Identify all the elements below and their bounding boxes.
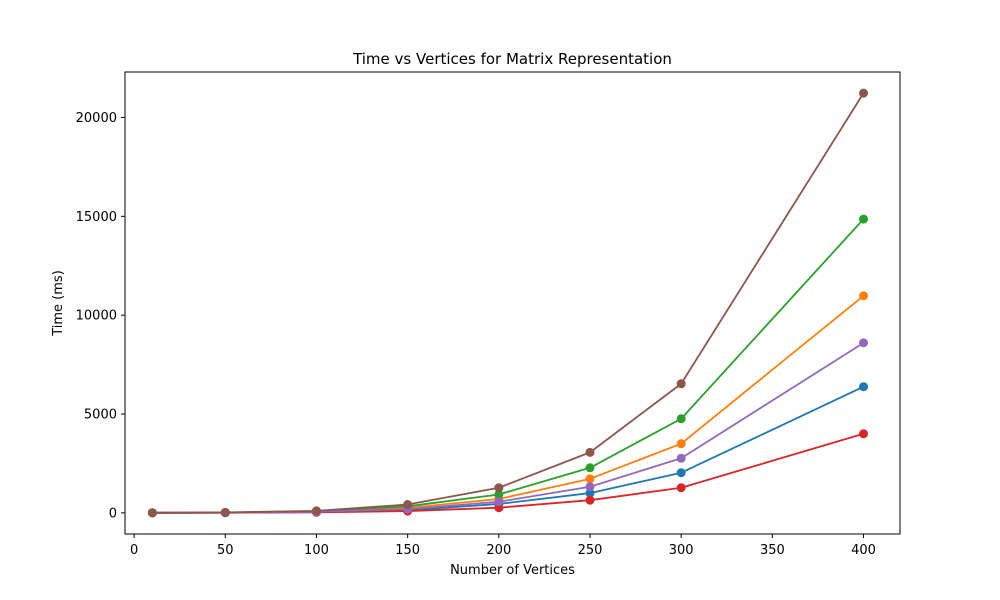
data-point	[585, 482, 595, 492]
data-point	[147, 508, 157, 518]
series-line	[152, 92, 865, 514]
data-point	[676, 483, 686, 493]
x-axis-label: Number of Vertices	[450, 563, 575, 578]
data-point	[859, 382, 869, 392]
data-point	[676, 468, 686, 478]
y-axis-label: Time (ms)	[51, 270, 66, 337]
data-point	[676, 439, 686, 449]
data-point	[494, 497, 504, 507]
data-point	[494, 483, 504, 493]
data-point	[676, 379, 686, 389]
data-point	[676, 414, 686, 424]
data-point	[585, 495, 595, 505]
data-point	[494, 489, 504, 499]
x-axis-ticks: 0 50 100 150 200 250 300 350 400	[130, 534, 876, 558]
series-line	[152, 342, 865, 514]
data-point	[859, 214, 869, 224]
plot-frame	[124, 71, 901, 535]
series-4	[147, 429, 869, 518]
chart-title: Time vs Vertices for Matrix Representati…	[352, 50, 672, 68]
data-point	[585, 474, 595, 484]
series-layer	[147, 88, 869, 518]
data-point	[859, 338, 869, 348]
x-tick-label: 100	[304, 543, 329, 558]
y-tick-label: 10000	[76, 309, 117, 324]
x-tick-label: 150	[395, 543, 420, 558]
x-tick-label: 350	[760, 543, 785, 558]
data-point	[585, 447, 595, 457]
plot-area	[124, 71, 901, 535]
data-point	[585, 488, 595, 498]
data-point	[311, 506, 321, 516]
data-point	[585, 463, 595, 473]
y-tick-label: 15000	[76, 210, 117, 225]
data-point	[859, 88, 869, 98]
y-tick-label: 20000	[76, 111, 117, 126]
series-line	[152, 385, 864, 514]
y-tick-label: 0	[109, 506, 117, 521]
data-point	[676, 453, 686, 463]
x-tick-label: 200	[486, 543, 511, 558]
data-point	[859, 429, 869, 439]
x-tick-label: 400	[851, 543, 876, 558]
data-point	[403, 500, 413, 510]
x-tick-label: 0	[130, 543, 138, 558]
x-tick-label: 50	[217, 543, 234, 558]
series-3	[147, 214, 869, 518]
data-point	[220, 507, 230, 517]
data-point	[859, 291, 869, 301]
x-tick-label: 300	[669, 543, 694, 558]
x-tick-label: 250	[578, 543, 603, 558]
y-tick-label: 5000	[84, 408, 117, 423]
series-6	[147, 88, 869, 518]
series-line	[152, 295, 865, 514]
series-5	[147, 338, 869, 518]
y-axis-ticks: 0 5000 10000 15000 20000	[76, 111, 125, 521]
